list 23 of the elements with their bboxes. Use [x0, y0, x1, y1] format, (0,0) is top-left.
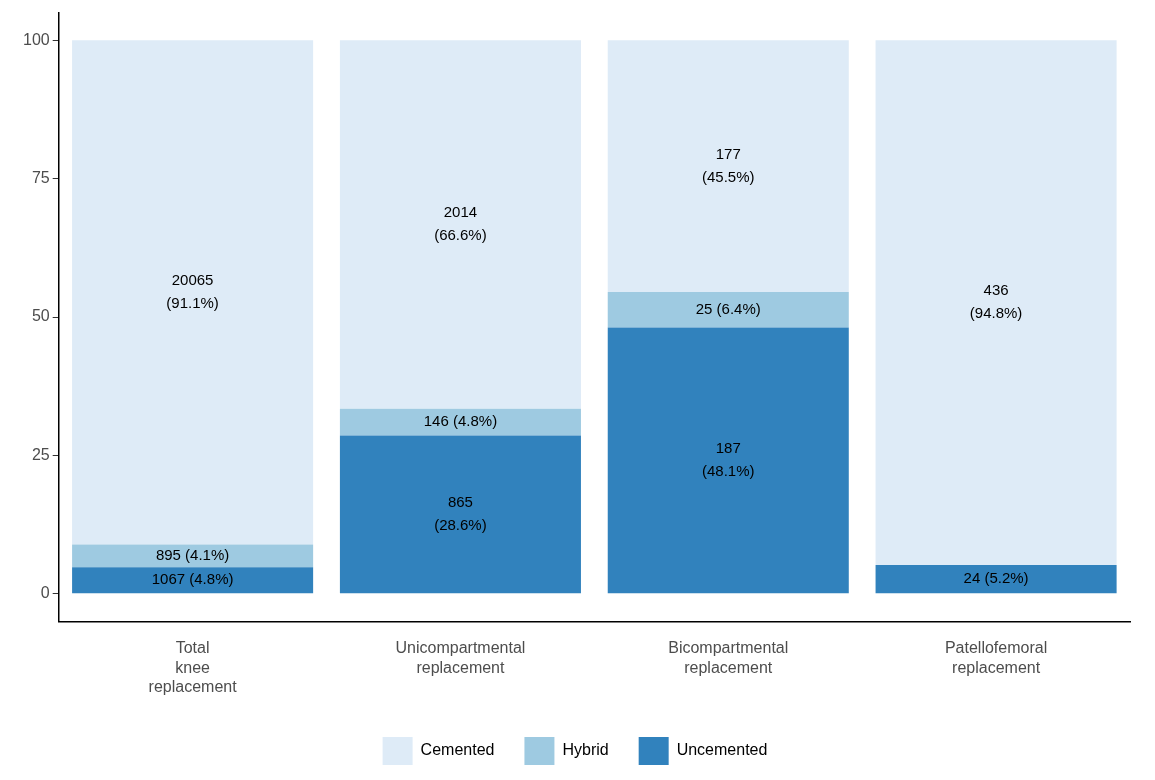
data-label: 436 (94.8%) — [969, 281, 1023, 322]
x-tick-label: Total knee replacement — [148, 639, 238, 695]
legend-label: Hybrid — [562, 741, 609, 759]
data-label: 24 (5.2%) — [963, 569, 1029, 587]
data-label: 187 (48.1%) — [702, 439, 755, 480]
data-label: 146 (4.8%) — [423, 412, 498, 430]
data-label: 2014 (66.6%) — [434, 203, 487, 244]
y-tick-label: 0 — [40, 584, 50, 602]
x-tick-label: Bicompartmental replacement — [668, 639, 789, 676]
legend-label: Cemented — [420, 741, 495, 759]
data-label: 865 (28.6%) — [434, 492, 487, 533]
y-tick-label: 25 — [31, 445, 50, 463]
data-label: 20065 (91.1%) — [166, 271, 219, 312]
legend-label: Uncemented — [676, 741, 768, 759]
data-label: 25 (6.4%) — [695, 299, 761, 317]
data-label: 177 (45.5%) — [702, 144, 755, 185]
data-label: 895 (4.1%) — [155, 545, 230, 563]
x-tick-label: Unicompartmental replacement — [395, 639, 526, 676]
data-label: 1067 (4.8%) — [151, 570, 234, 588]
y-tick-label: 100 — [22, 30, 50, 48]
x-tick-label: Patellofemoral replacement — [944, 639, 1048, 676]
y-tick-label: 50 — [31, 307, 50, 325]
y-tick-label: 75 — [31, 169, 50, 187]
